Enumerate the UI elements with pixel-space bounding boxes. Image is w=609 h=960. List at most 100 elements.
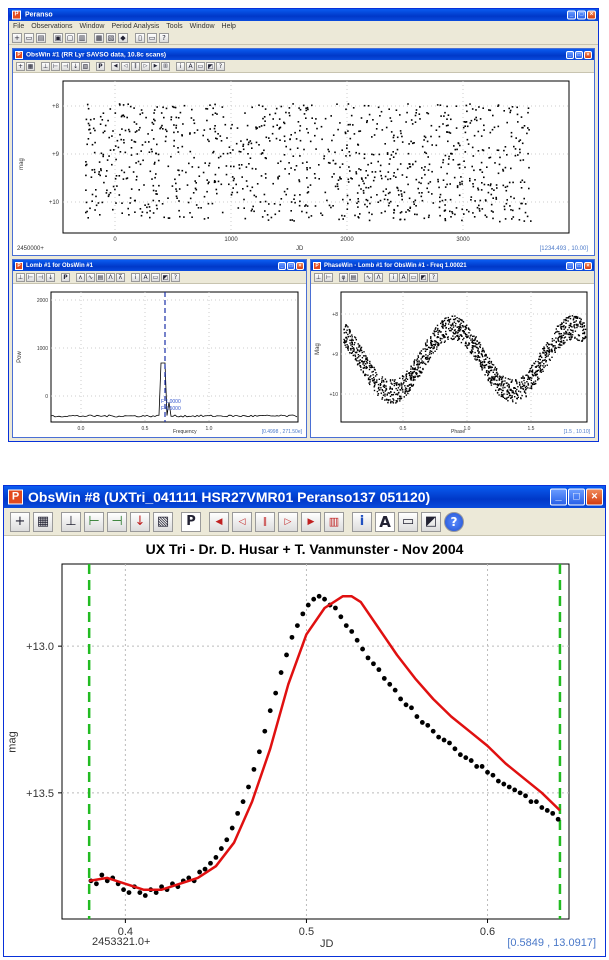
menu-item[interactable]: Help — [221, 22, 236, 30]
window-icon[interactable]: ⊼ — [116, 272, 125, 282]
obswin-1-titlebar[interactable]: P ObsWin #1 (RR Lyr SAVSO data, 10.8c sc… — [13, 49, 594, 60]
text-icon[interactable]: A — [186, 61, 195, 71]
table-icon[interactable]: ▤ — [349, 272, 358, 282]
settings-icon[interactable]: ◆ — [118, 32, 128, 43]
help-icon[interactable]: ? — [159, 32, 169, 43]
close-icon[interactable]: × — [296, 261, 304, 270]
spectrum-icon[interactable]: Λ — [106, 272, 115, 282]
table-icon[interactable]: ▤ — [96, 272, 105, 282]
text-icon[interactable]: A — [375, 511, 395, 532]
open-icon[interactable]: ▭ — [24, 32, 34, 43]
prev-icon[interactable]: ◁ — [121, 61, 130, 71]
maximize-icon[interactable]: □ — [568, 488, 585, 506]
next-icon[interactable]: ▷ — [141, 61, 150, 71]
grid-icon[interactable]: ▦ — [26, 61, 35, 71]
chart-icon[interactable]: ▦ — [94, 32, 104, 43]
mark-icon[interactable]: ⊢ — [51, 61, 60, 71]
plus-icon[interactable]: + — [16, 61, 25, 71]
menu-item[interactable]: Window — [189, 22, 215, 30]
phase-window-titlebar[interactable]: P PhaseWin - Lomb #1 for ObsWin #1 - Fre… — [311, 260, 594, 271]
zoom-icon[interactable]: ◩ — [421, 511, 441, 532]
pause-icon[interactable]: ‖ — [255, 511, 275, 532]
maximize-icon[interactable]: □ — [287, 261, 295, 270]
paste-icon[interactable]: ▢ — [65, 32, 75, 43]
menu-item[interactable]: File — [13, 22, 25, 30]
app-titlebar[interactable]: P Peranso _ □ × — [9, 9, 598, 21]
phase-icon[interactable]: φ — [339, 272, 348, 282]
text-icon[interactable]: A — [141, 272, 150, 282]
zoom-icon[interactable]: ◩ — [206, 61, 215, 71]
maximize-icon[interactable]: □ — [577, 10, 586, 20]
zoom-icon[interactable]: ◩ — [161, 272, 170, 282]
minimize-icon[interactable]: _ — [550, 488, 567, 506]
text-icon[interactable]: A — [399, 272, 408, 282]
baseline-icon[interactable]: ⊥ — [41, 61, 50, 71]
frame-icon[interactable]: ▭ — [398, 511, 418, 532]
mark-range-icon[interactable]: ⊣ — [61, 61, 70, 71]
period-icon[interactable]: P — [61, 272, 70, 282]
mark-icon[interactable]: ⊢ — [324, 272, 333, 282]
peak-icon[interactable]: ∧ — [76, 272, 85, 282]
minimize-icon[interactable]: _ — [567, 10, 576, 20]
obswin-1-plot[interactable]: +8+9+100 1000 2000 3000 — [13, 73, 594, 255]
frame-icon[interactable]: ▭ — [151, 272, 160, 282]
mark-range-icon[interactable]: ⊣ — [36, 272, 45, 282]
first-icon[interactable]: ◀ — [209, 511, 229, 532]
frame-icon[interactable]: ▭ — [409, 272, 418, 282]
maximize-icon[interactable]: □ — [575, 261, 583, 270]
info-icon[interactable]: i — [352, 511, 372, 532]
picture-icon[interactable]: ▧ — [81, 61, 90, 71]
minimize-icon[interactable]: _ — [566, 261, 574, 270]
baseline-icon[interactable]: ⊥ — [16, 272, 25, 282]
info-icon[interactable]: i — [131, 272, 140, 282]
minimize-icon[interactable]: _ — [278, 261, 286, 270]
baseline-icon[interactable]: ⊥ — [314, 272, 323, 282]
menu-item[interactable]: Observations — [31, 22, 73, 30]
info-icon[interactable]: i — [389, 272, 398, 282]
wave-icon[interactable]: ∿ — [364, 272, 373, 282]
info-icon[interactable]: i — [176, 61, 185, 71]
menu-item[interactable]: Tools — [166, 22, 183, 30]
frame-icon[interactable]: ▭ — [196, 61, 205, 71]
table-icon[interactable]: ▧ — [106, 32, 116, 43]
copy-icon[interactable]: ▣ — [53, 32, 63, 43]
mark-icon[interactable]: ⊢ — [84, 511, 104, 532]
last-icon[interactable]: ▶ — [151, 61, 160, 71]
help-icon[interactable]: ? — [444, 511, 464, 532]
down-arrow-icon[interactable]: ↓ — [46, 272, 55, 282]
last-icon[interactable]: ▶ — [301, 511, 321, 532]
baseline-icon[interactable]: ⊥ — [61, 511, 81, 532]
mark-icon[interactable]: ⊢ — [26, 272, 35, 282]
next-icon[interactable]: ▷ — [278, 511, 298, 532]
pause-icon[interactable]: ‖ — [131, 61, 140, 71]
down-arrow-icon[interactable]: ↓ — [71, 61, 80, 71]
menu-item[interactable]: Window — [79, 22, 105, 30]
print-icon[interactable]: ▥ — [77, 32, 87, 43]
maximize-icon[interactable]: □ — [575, 50, 583, 59]
period-window-titlebar[interactable]: P Lomb #1 for ObsWin #1 _ □ × — [13, 260, 306, 271]
main-lightcurve-plot[interactable]: 0.4 0.5 0.6+13.0+13.5 — [4, 536, 605, 956]
close-icon[interactable]: × — [584, 50, 592, 59]
grid-icon[interactable]: ▦ — [33, 511, 53, 532]
plus-icon[interactable]: + — [10, 511, 30, 532]
spectrum-icon[interactable]: Λ — [374, 272, 383, 282]
period-icon[interactable]: P — [96, 61, 105, 71]
period-icon[interactable]: P — [181, 511, 201, 532]
phase-window-plot[interactable]: +8+9+100.5 1.0 1.5 — [311, 284, 594, 437]
new-icon[interactable]: + — [12, 32, 22, 43]
save-icon[interactable]: ▤ — [36, 32, 46, 43]
zoom-icon[interactable]: ◩ — [419, 272, 428, 282]
help-icon[interactable]: ? — [216, 61, 225, 71]
close-icon[interactable]: × — [587, 10, 596, 20]
picture-icon[interactable]: ▧ — [153, 511, 173, 532]
columns-icon[interactable]: ▥ — [324, 511, 344, 532]
first-icon[interactable]: ◀ — [111, 61, 120, 71]
minimize-icon[interactable]: _ — [566, 50, 574, 59]
prev-icon[interactable]: ◁ — [232, 511, 252, 532]
obswin-8-titlebar[interactable]: P ObsWin #8 (UXTri_041111 HSR27VMR01 Per… — [4, 486, 605, 508]
arrange-icon[interactable]: ▯ — [135, 32, 145, 43]
menu-item[interactable]: Period Analysis — [111, 22, 160, 30]
down-arrow-icon[interactable]: ↓ — [130, 511, 150, 532]
close-icon[interactable]: × — [584, 261, 592, 270]
